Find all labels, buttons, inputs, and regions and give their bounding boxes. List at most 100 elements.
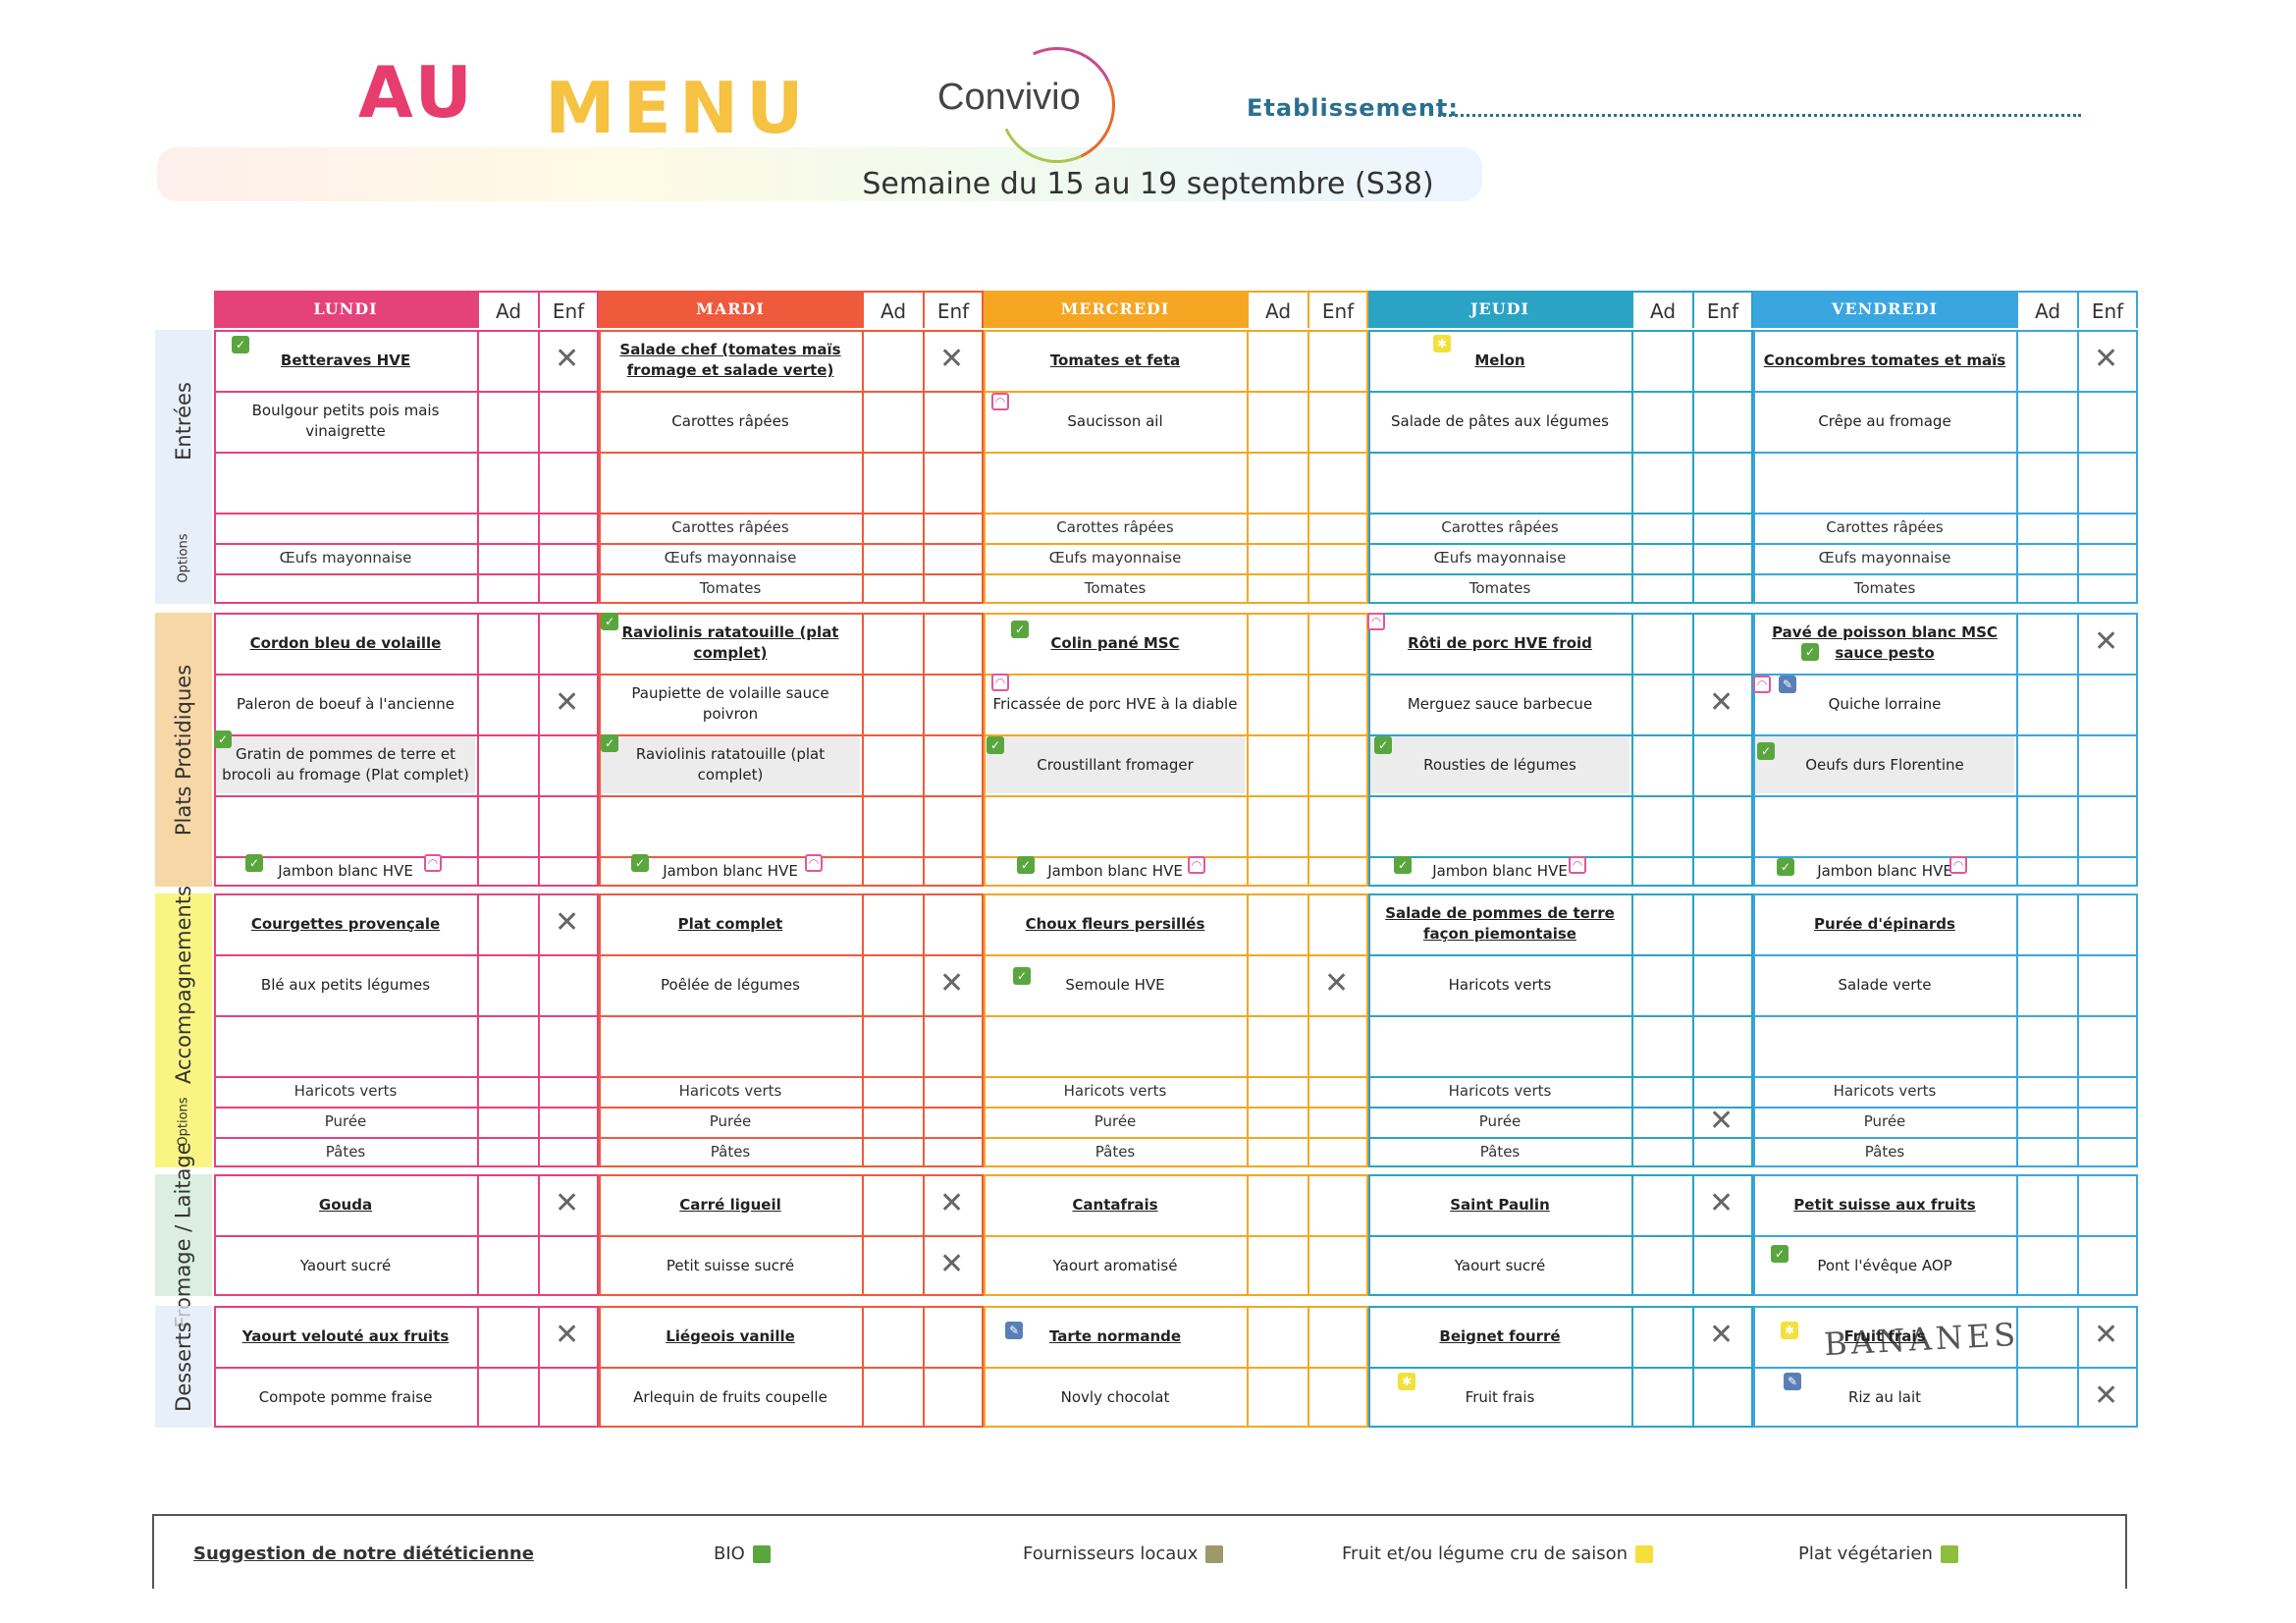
enf-checkbox[interactable] (540, 575, 597, 602)
ad-checkbox[interactable] (864, 797, 921, 854)
enf-checkbox[interactable] (1694, 454, 1751, 511)
enf-checkbox[interactable] (540, 615, 597, 672)
ad-checkbox[interactable] (2018, 1139, 2075, 1165)
ad-checkbox[interactable] (479, 1017, 536, 1074)
ad-checkbox[interactable] (2018, 545, 2075, 571)
ad-checkbox[interactable] (1633, 514, 1690, 541)
enf-checkbox[interactable] (925, 514, 982, 541)
enf-checkbox[interactable] (1309, 545, 1366, 571)
ad-checkbox[interactable] (2018, 956, 2075, 1013)
enf-checkbox[interactable] (1694, 514, 1751, 541)
enf-checkbox[interactable] (1694, 1369, 1751, 1426)
enf-checkbox[interactable] (1309, 1237, 1366, 1294)
ad-checkbox[interactable] (479, 1237, 536, 1294)
enf-checkbox[interactable] (2079, 545, 2136, 571)
enf-checkbox[interactable] (925, 1078, 982, 1105)
ad-checkbox[interactable] (2018, 332, 2075, 389)
enf-checkbox[interactable] (925, 1109, 982, 1135)
ad-checkbox[interactable] (1249, 1139, 1306, 1165)
enf-checkbox[interactable] (540, 797, 597, 854)
enf-checkbox[interactable] (540, 956, 597, 1013)
enf-checkbox[interactable] (1309, 858, 1366, 885)
ad-checkbox[interactable] (479, 736, 536, 793)
enf-checkbox[interactable] (1309, 1109, 1366, 1135)
ad-checkbox[interactable] (479, 514, 536, 541)
enf-checkbox[interactable] (1694, 956, 1751, 1013)
enf-checkbox[interactable] (540, 1237, 597, 1294)
ad-checkbox[interactable] (864, 956, 921, 1013)
enf-checkbox[interactable] (2079, 393, 2136, 450)
enf-checkbox[interactable] (1694, 858, 1751, 885)
enf-checkbox[interactable] (2079, 1017, 2136, 1074)
ad-checkbox[interactable] (1633, 1139, 1690, 1165)
ad-checkbox[interactable] (479, 1176, 536, 1233)
ad-checkbox[interactable] (2018, 676, 2075, 732)
ad-checkbox[interactable] (1249, 1078, 1306, 1105)
ad-checkbox[interactable] (864, 1109, 921, 1135)
ad-checkbox[interactable] (1249, 454, 1306, 511)
ad-checkbox[interactable] (2018, 858, 2075, 885)
enf-checkbox[interactable] (1309, 393, 1366, 450)
ad-checkbox[interactable] (1249, 1308, 1306, 1365)
enf-checkbox[interactable] (1309, 676, 1366, 732)
ad-checkbox[interactable] (1249, 514, 1306, 541)
ad-checkbox[interactable] (864, 1176, 921, 1233)
enf-checkbox[interactable] (1694, 797, 1751, 854)
ad-checkbox[interactable] (1633, 1176, 1690, 1233)
ad-checkbox[interactable] (479, 454, 536, 511)
ad-checkbox[interactable] (864, 1017, 921, 1074)
ad-checkbox[interactable] (1633, 797, 1690, 854)
ad-checkbox[interactable] (479, 1109, 536, 1135)
ad-checkbox[interactable] (1249, 676, 1306, 732)
ad-checkbox[interactable] (2018, 393, 2075, 450)
enf-checkbox[interactable] (925, 736, 982, 793)
ad-checkbox[interactable] (1633, 1237, 1690, 1294)
enf-checkbox[interactable] (925, 393, 982, 450)
ad-checkbox[interactable] (2018, 575, 2075, 602)
enf-checkbox[interactable] (1694, 545, 1751, 571)
enf-checkbox[interactable] (1694, 1017, 1751, 1074)
ad-checkbox[interactable] (864, 895, 921, 952)
ad-checkbox[interactable] (2018, 736, 2075, 793)
enf-checkbox[interactable] (1694, 736, 1751, 793)
enf-checkbox[interactable] (2079, 575, 2136, 602)
ad-checkbox[interactable] (479, 797, 536, 854)
ad-checkbox[interactable] (1633, 1017, 1690, 1074)
ad-checkbox[interactable] (479, 615, 536, 672)
ad-checkbox[interactable] (1633, 545, 1690, 571)
ad-checkbox[interactable] (479, 1078, 536, 1105)
ad-checkbox[interactable] (1633, 736, 1690, 793)
enf-checkbox[interactable] (2079, 514, 2136, 541)
enf-checkbox[interactable] (2079, 1237, 2136, 1294)
ad-checkbox[interactable] (479, 1308, 536, 1365)
ad-checkbox[interactable] (1249, 393, 1306, 450)
ad-checkbox[interactable] (1633, 676, 1690, 732)
establishment-field[interactable] (1438, 96, 2081, 117)
enf-checkbox[interactable] (1309, 736, 1366, 793)
enf-checkbox[interactable] (925, 1017, 982, 1074)
ad-checkbox[interactable] (1249, 858, 1306, 885)
enf-checkbox[interactable] (1309, 615, 1366, 672)
ad-checkbox[interactable] (2018, 454, 2075, 511)
enf-checkbox[interactable] (925, 1139, 982, 1165)
ad-checkbox[interactable] (2018, 514, 2075, 541)
enf-checkbox[interactable] (1309, 454, 1366, 511)
ad-checkbox[interactable] (864, 1369, 921, 1426)
ad-checkbox[interactable] (1633, 393, 1690, 450)
ad-checkbox[interactable] (1249, 895, 1306, 952)
enf-checkbox[interactable] (540, 1078, 597, 1105)
enf-checkbox[interactable] (925, 575, 982, 602)
enf-checkbox[interactable] (2079, 858, 2136, 885)
enf-checkbox[interactable] (2079, 1109, 2136, 1135)
ad-checkbox[interactable] (2018, 1017, 2075, 1074)
ad-checkbox[interactable] (2018, 1237, 2075, 1294)
enf-checkbox[interactable] (925, 545, 982, 571)
ad-checkbox[interactable] (1633, 1109, 1690, 1135)
enf-checkbox[interactable] (925, 454, 982, 511)
enf-checkbox[interactable] (540, 1139, 597, 1165)
ad-checkbox[interactable] (864, 858, 921, 885)
enf-checkbox[interactable] (1694, 1078, 1751, 1105)
ad-checkbox[interactable] (2018, 1109, 2075, 1135)
enf-checkbox[interactable] (1694, 895, 1751, 952)
enf-checkbox[interactable] (1694, 1139, 1751, 1165)
